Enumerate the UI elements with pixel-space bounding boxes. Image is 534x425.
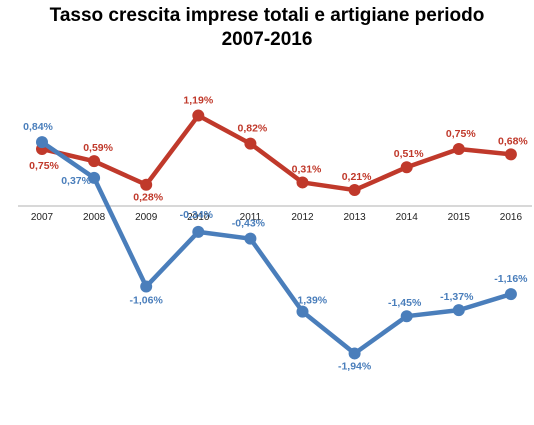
data-point-2-2009 (140, 280, 153, 293)
data-point-2-2016 (504, 288, 517, 301)
data-point-1-2009 (140, 178, 153, 191)
data-point-2-2014 (400, 310, 413, 323)
data-label-1-2016: 0,68% (498, 135, 528, 147)
x-tick-label-2016: 2016 (500, 212, 523, 223)
chart-title: Tasso crescita imprese totali e artigian… (0, 4, 534, 52)
data-label-2-2010: -0,34% (180, 209, 214, 221)
data-point-2-2011 (244, 232, 257, 245)
x-tick-label-2015: 2015 (448, 212, 471, 223)
data-label-2-2009: -1,06% (130, 295, 164, 307)
chart-title-line1: Tasso crescita imprese totali e artigian… (49, 5, 485, 26)
data-label-1-2007: 0,75% (29, 160, 59, 172)
x-tick-label-2007: 2007 (31, 212, 54, 223)
data-label-1-2013: 0,21% (342, 171, 372, 183)
data-point-1-2013 (348, 184, 361, 197)
x-tick-label-2011: 2011 (240, 212, 262, 223)
data-label-2-2015: -1,37% (440, 291, 474, 303)
data-point-1-2015 (452, 143, 465, 155)
data-point-1-2008 (88, 155, 101, 168)
data-point-2-2012 (296, 305, 309, 318)
x-tick-label-2012: 2012 (291, 212, 314, 223)
data-label-2-2011: -0,43% (232, 218, 266, 230)
x-tick-label-2010: 2010 (187, 212, 210, 223)
data-point-2-2010 (192, 225, 205, 238)
data-point-1-2012 (296, 176, 309, 189)
x-tick-label-2013: 2013 (343, 212, 366, 223)
data-label-2-2016: -1,16% (494, 273, 528, 285)
data-point-2-2008 (88, 171, 101, 184)
x-tick-label-2014: 2014 (396, 212, 419, 223)
data-label-1-2015: 0,75% (446, 128, 476, 140)
data-point-1-2011 (244, 137, 257, 150)
data-label-1-2008: 0,59% (83, 142, 113, 154)
series-line-2 (39, 139, 514, 356)
data-label-1-2011: 0,82% (238, 123, 268, 135)
data-label-1-2009: 0,28% (133, 192, 163, 204)
data-label-1-2010: 1,19% (183, 95, 213, 107)
x-tick-label-2008: 2008 (83, 212, 106, 223)
data-point-2-2007 (36, 136, 48, 149)
data-point-2-2013 (348, 347, 361, 360)
data-label-1-2014: 0,51% (394, 148, 424, 160)
data-label-2-2008: 0,37% (61, 175, 91, 187)
data-label-2-2012: -1,39% (294, 295, 328, 307)
data-label-2-2007: 0,84% (23, 121, 53, 133)
data-point-2-2015 (452, 304, 465, 317)
data-label-2-2013: -1,94% (338, 360, 372, 372)
data-point-1-2010 (192, 109, 205, 122)
series-line-1 (39, 113, 514, 193)
x-tick-label-2009: 2009 (135, 212, 158, 223)
data-point-1-2016 (504, 148, 517, 161)
data-label-1-2012: 0,31% (292, 163, 322, 175)
chart-title-line2: 2007-2016 (221, 29, 313, 50)
data-label-2-2014: -1,45% (388, 297, 422, 309)
data-point-1-2014 (400, 161, 413, 174)
